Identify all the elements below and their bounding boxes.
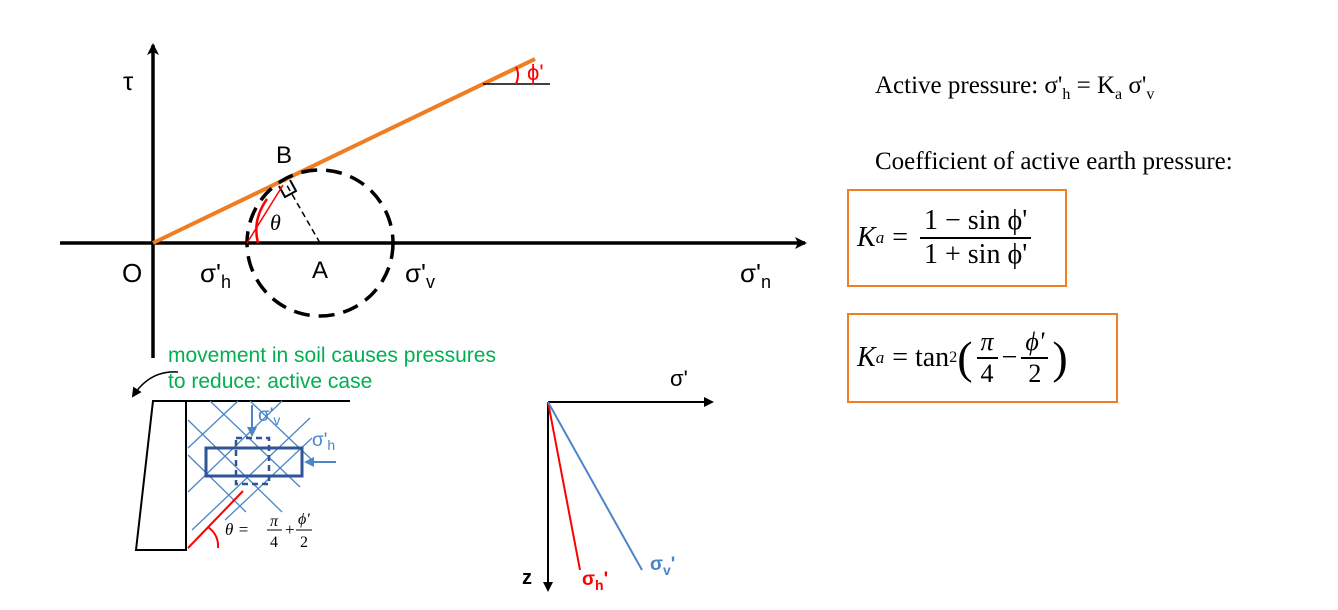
soil-element-horizontal <box>204 446 304 478</box>
wall-outline <box>134 400 350 551</box>
wall-theta-formula: θ = π 4 + ϕ' 2 <box>225 511 312 551</box>
note-line-1: movement in soil causes pressures <box>168 344 496 367</box>
tau-label: τ <box>123 66 134 96</box>
svg-text:+: + <box>285 520 295 539</box>
red-chord <box>246 184 284 244</box>
failure-envelope <box>152 57 536 245</box>
mohr-diagram: τ O B A θ σ'h σ'v σ'n ϕ' <box>60 43 807 358</box>
sigma-h-label: σ'h <box>200 258 231 292</box>
svg-text:2: 2 <box>300 534 308 551</box>
point-b-label: B <box>276 142 292 169</box>
movement-arrow <box>131 371 179 398</box>
point-a-label: A <box>312 257 328 284</box>
wall-theta-arc <box>207 526 220 549</box>
depth-sigma-v-label: σv' <box>650 554 675 578</box>
svg-text:θ =: θ = <box>225 520 249 539</box>
radius-ab <box>284 181 321 244</box>
stress-depth-sketch: σ' z σh' σv' <box>522 366 714 593</box>
sigma-v-label: σ'v <box>405 258 435 292</box>
svg-text:π: π <box>270 513 279 530</box>
z-label: z <box>522 567 532 589</box>
origin-label: O <box>122 258 142 288</box>
wall-sigma-h-label: σ'h <box>312 430 335 453</box>
active-pressure-text: Active pressure: σ'h = Ka σ'v <box>875 72 1155 103</box>
depth-sigma-h-label: σh' <box>582 569 608 593</box>
svg-text:ϕ': ϕ' <box>298 511 310 528</box>
depth-sigma-label: σ' <box>670 366 688 391</box>
sigma-n-label: σ'n <box>740 258 771 292</box>
note-line-2: to reduce: active case <box>168 370 372 393</box>
soil-element-vertical <box>234 436 271 486</box>
svg-text:4: 4 <box>270 534 278 551</box>
wall-sigma-v-label: σ'v <box>258 405 280 428</box>
phi-arc <box>515 66 519 85</box>
theta-label: θ <box>270 210 281 235</box>
sigma-h-line <box>547 401 581 571</box>
theta-arc <box>255 198 269 244</box>
movement-note: movement in soil causes pressures to red… <box>131 344 496 398</box>
retaining-wall-sketch: σ'v σ'h θ = π 4 + ϕ' 2 <box>134 400 350 551</box>
phi-label: ϕ' <box>527 60 544 85</box>
right-angle-marker <box>278 179 298 199</box>
wall-failure-plane <box>187 490 244 549</box>
sigma-v-line <box>547 401 643 571</box>
coefficient-heading: Coefficient of active earth pressure: <box>875 148 1233 175</box>
